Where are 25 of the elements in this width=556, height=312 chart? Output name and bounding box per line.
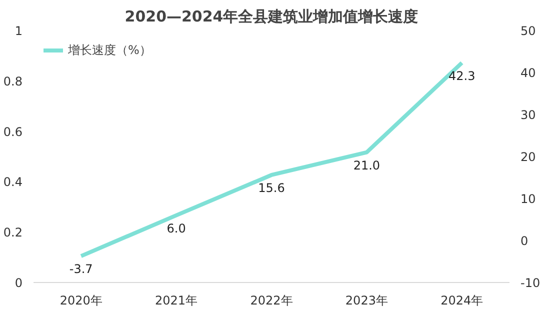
x-tick-label: 2024年: [440, 294, 484, 308]
y-tick-label: 0.4: [3, 175, 23, 190]
x-tick-label: 2020年: [60, 294, 102, 308]
y-tick-label: 0: [14, 276, 23, 290]
y2-tick-label: 0: [520, 234, 528, 248]
y-tick-label: 1: [14, 24, 23, 38]
y2-tick-label: -10: [520, 276, 540, 290]
y2-tick-label: 40: [520, 66, 536, 80]
x-tick-label: 2022年: [250, 294, 293, 308]
data-label: -3.7: [69, 262, 93, 276]
y-tick-label: 0.6: [3, 124, 23, 139]
y2-tick-label: 50: [520, 24, 536, 38]
y2-tick-label: 10: [520, 192, 536, 206]
legend-label: 增长速度（%）: [68, 42, 152, 58]
chart-title: 2020—2024年全县建筑业增加值增长速度: [124, 8, 418, 26]
y-tick-label: 0.2: [3, 226, 23, 240]
data-label: 15.6: [258, 180, 285, 195]
x-tick-label: 2021年: [155, 294, 198, 308]
y-tick-label: 0.8: [3, 74, 23, 88]
data-label: 21.0: [353, 158, 380, 172]
x-tick-label: 2023年: [345, 294, 388, 308]
y2-tick-label: 20: [520, 150, 536, 164]
y2-tick-label: 30: [520, 108, 536, 122]
data-label: 42.3: [448, 68, 476, 83]
data-label: 6.0: [166, 221, 186, 236]
